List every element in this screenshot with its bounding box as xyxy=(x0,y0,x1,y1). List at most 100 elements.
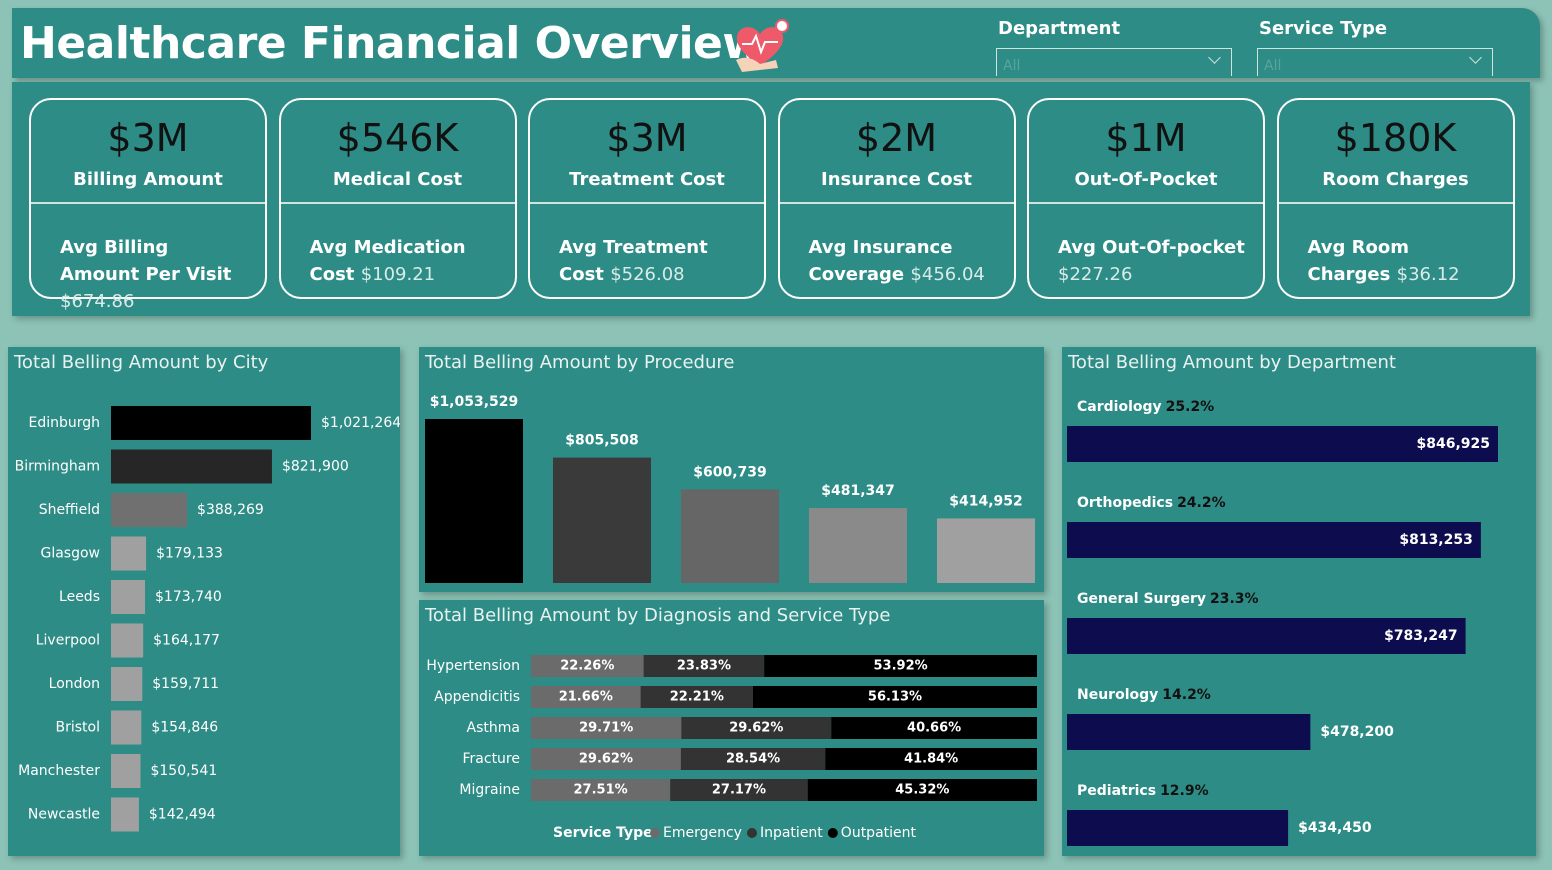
kpi-label: Treatment Cost xyxy=(569,169,725,190)
chart-panel: Total Belling Amount by Procedure $1,053,… xyxy=(419,347,1044,592)
share-label: 24.2% xyxy=(1177,495,1226,511)
category-label: Cardiology xyxy=(1077,399,1162,415)
kpi-card: $2M Insurance Cost Avg Insurance Coverage … xyxy=(777,98,1016,299)
data-label: 41.84% xyxy=(904,752,958,767)
category-label: Appendicitis xyxy=(434,689,520,705)
bar xyxy=(809,508,907,583)
kpi-divider xyxy=(31,202,265,204)
kpi-label: Out-Of-Pocket xyxy=(1074,169,1218,190)
data-label: $805,508 xyxy=(565,433,639,449)
data-label: 22.21% xyxy=(670,690,724,705)
bar xyxy=(111,754,141,788)
chart-title: Total Belling Amount by Department xyxy=(1067,352,1396,373)
data-label: 23.83% xyxy=(677,659,731,674)
legend-label: Emergency xyxy=(663,825,742,841)
data-label: $846,925 xyxy=(1416,436,1490,452)
legend-marker xyxy=(746,828,757,838)
bar-segment xyxy=(764,655,1037,677)
data-label: $813,253 xyxy=(1399,532,1473,548)
share-label: 12.9% xyxy=(1160,783,1209,799)
bar-segment xyxy=(531,748,681,770)
bar-segment xyxy=(752,686,1037,708)
kpi-value: $1M xyxy=(1105,116,1187,160)
bar-segment xyxy=(670,779,808,801)
data-label: $159,711 xyxy=(152,676,219,692)
kpi-divider xyxy=(1029,202,1263,204)
bar-segment xyxy=(640,686,753,708)
category-label: Leeds xyxy=(59,589,100,605)
data-label: 29.71% xyxy=(579,721,633,736)
data-label: 28.54% xyxy=(726,752,780,767)
category-label: Edinburgh xyxy=(28,415,100,431)
data-label: $150,541 xyxy=(150,763,217,779)
category-label: Glasgow xyxy=(40,546,100,562)
bar-segment xyxy=(831,717,1037,739)
category-label: Sheffield xyxy=(39,502,100,518)
heart-icon xyxy=(736,19,789,72)
bar xyxy=(937,518,1035,583)
kpi-sub-value: $36.12 xyxy=(1396,264,1460,285)
kpi-card: $3M Treatment Cost Avg Treatment Cost $526… xyxy=(528,98,766,299)
bar xyxy=(111,797,139,832)
kpi-label: Billing Amount xyxy=(73,169,223,190)
bar xyxy=(111,710,142,745)
data-label: $154,846 xyxy=(151,720,218,736)
kpi-sub-label: Avg Treatment Cost xyxy=(559,237,708,285)
category-label: General Surgery xyxy=(1077,591,1206,607)
category-label: Newcastle xyxy=(28,807,100,823)
legend-marker xyxy=(827,828,838,838)
share-label: 23.3% xyxy=(1210,591,1259,607)
chart-panel: Total Belling Amount by City Edinburgh $1,… xyxy=(8,347,401,856)
category-label: Hypertension xyxy=(426,658,520,674)
kpi-sub-value: $456.04 xyxy=(910,264,985,285)
filter-value: All xyxy=(1003,58,1021,74)
kpi-sub: Avg Medication Cost $109.21 xyxy=(310,234,500,288)
data-label: $600,739 xyxy=(693,464,767,480)
kpi-label: Medical Cost xyxy=(332,169,463,190)
filter-dropdown[interactable]: All xyxy=(996,48,1232,76)
chart: Total Belling Amount by City Edinburgh $1,… xyxy=(13,352,401,832)
kpi-sub-label: Avg Medication Cost xyxy=(309,237,466,285)
filter-dropdown[interactable]: All xyxy=(1257,48,1493,76)
bar xyxy=(111,623,144,658)
kpi-card: $1M Out-Of-Pocket Avg Out-Of-pocket $227.2… xyxy=(1027,98,1265,299)
category-label: Migraine xyxy=(459,782,520,798)
chart-panel: Total Belling Amount by Department Cardio… xyxy=(1062,347,1536,856)
category-label: Fracture xyxy=(463,751,521,767)
bar xyxy=(111,493,188,527)
data-label: 53.92% xyxy=(874,659,928,674)
bar xyxy=(111,536,147,571)
legend-marker xyxy=(650,828,660,838)
dropdown-arrow xyxy=(1208,51,1221,64)
kpi-value: $3M xyxy=(107,116,189,160)
chart-title: Total Belling Amount by City xyxy=(13,352,269,373)
kpi-divider xyxy=(1278,202,1513,204)
data-label: 22.26% xyxy=(560,659,614,674)
bar xyxy=(1067,426,1498,462)
bar xyxy=(425,419,523,583)
filter-label: Service Type xyxy=(1259,18,1388,39)
data-label: 45.32% xyxy=(895,783,949,798)
kpi-divider xyxy=(530,202,764,204)
category-label: Orthopedics xyxy=(1077,495,1173,511)
data-label: 21.66% xyxy=(559,690,613,705)
bar-segment xyxy=(681,717,832,739)
category-label: Bristol xyxy=(56,720,101,736)
share-label: 14.2% xyxy=(1162,687,1211,703)
kpi-value: $3M xyxy=(606,116,688,160)
legend-label: Inpatient xyxy=(760,825,823,841)
chart-title: Total Belling Amount by Procedure xyxy=(424,352,734,373)
bar xyxy=(1067,714,1311,750)
chart-title: Total Belling Amount by Diagnosis and Se… xyxy=(424,605,890,626)
kpi-sub-label: Avg Room Charges xyxy=(1307,237,1410,285)
bar-segment xyxy=(531,655,644,677)
bar xyxy=(111,449,272,484)
kpi-sub-value: $227.26 xyxy=(1058,264,1133,285)
data-label: $164,177 xyxy=(153,633,220,649)
data-label: $179,133 xyxy=(156,546,223,562)
data-label: $173,740 xyxy=(155,589,222,605)
data-label: 27.17% xyxy=(712,783,766,798)
data-label: $434,450 xyxy=(1298,820,1372,836)
kpi-card: $180K Room Charges Avg Room Charges $36.12 xyxy=(1276,98,1515,299)
data-label: $783,247 xyxy=(1384,628,1458,644)
